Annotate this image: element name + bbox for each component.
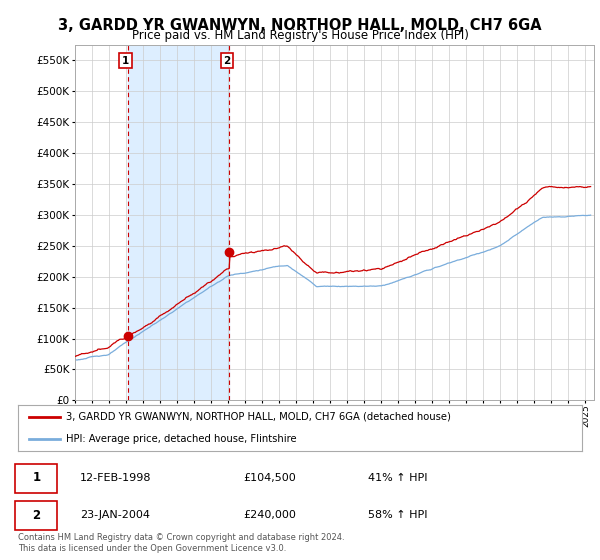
Text: 2: 2: [32, 509, 41, 522]
Text: 3, GARDD YR GWANWYN, NORTHOP HALL, MOLD, CH7 6GA: 3, GARDD YR GWANWYN, NORTHOP HALL, MOLD,…: [58, 18, 542, 33]
Text: 58% ↑ HPI: 58% ↑ HPI: [368, 511, 427, 520]
Text: 1: 1: [122, 56, 129, 66]
Text: Price paid vs. HM Land Registry's House Price Index (HPI): Price paid vs. HM Land Registry's House …: [131, 29, 469, 42]
FancyBboxPatch shape: [15, 501, 58, 530]
Text: 12-FEB-1998: 12-FEB-1998: [80, 473, 152, 483]
Text: Contains HM Land Registry data © Crown copyright and database right 2024.
This d: Contains HM Land Registry data © Crown c…: [18, 533, 344, 553]
Text: 1: 1: [32, 472, 41, 484]
FancyBboxPatch shape: [15, 464, 58, 493]
Text: £104,500: £104,500: [244, 473, 296, 483]
Text: 2: 2: [223, 56, 230, 66]
Text: 3, GARDD YR GWANWYN, NORTHOP HALL, MOLD, CH7 6GA (detached house): 3, GARDD YR GWANWYN, NORTHOP HALL, MOLD,…: [66, 412, 451, 422]
Text: 23-JAN-2004: 23-JAN-2004: [80, 511, 150, 520]
Text: HPI: Average price, detached house, Flintshire: HPI: Average price, detached house, Flin…: [66, 434, 296, 444]
Text: £240,000: £240,000: [244, 511, 296, 520]
Text: 41% ↑ HPI: 41% ↑ HPI: [368, 473, 427, 483]
Bar: [128, 45, 229, 400]
